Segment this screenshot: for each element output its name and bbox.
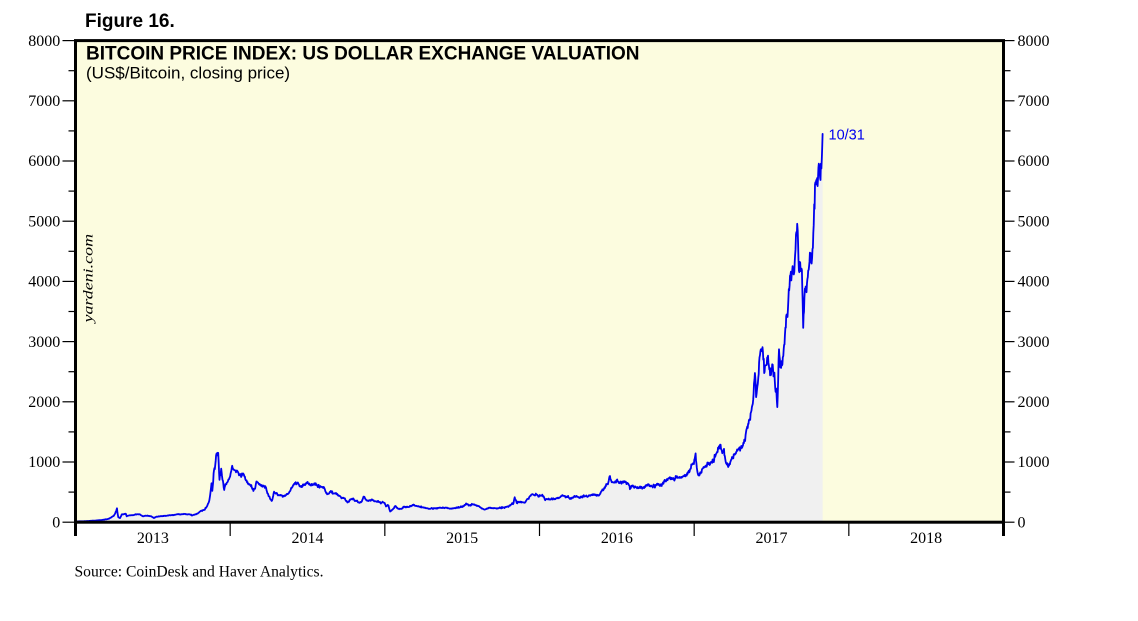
svg-text:Figure 16.: Figure 16. [85, 11, 175, 32]
svg-text:7000: 7000 [28, 93, 60, 110]
svg-text:2016: 2016 [601, 530, 633, 547]
svg-text:(US$/Bitcoin, closing price): (US$/Bitcoin, closing price) [86, 64, 290, 83]
svg-text:5000: 5000 [1018, 213, 1050, 230]
svg-text:2000: 2000 [28, 394, 60, 411]
svg-text:2018: 2018 [910, 530, 942, 547]
svg-text:6000: 6000 [1018, 153, 1050, 170]
svg-text:4000: 4000 [28, 274, 60, 291]
svg-text:3000: 3000 [1018, 334, 1050, 351]
svg-text:0: 0 [52, 514, 60, 531]
svg-text:1000: 1000 [1018, 454, 1050, 471]
svg-text:Source: CoinDesk and Haver Ana: Source: CoinDesk and Haver Analytics. [75, 564, 324, 581]
svg-text:yardeni.com: yardeni.com [81, 234, 95, 325]
svg-text:10/31: 10/31 [829, 128, 865, 144]
svg-text:6000: 6000 [28, 153, 60, 170]
svg-text:2014: 2014 [292, 530, 324, 547]
svg-text:2000: 2000 [1018, 394, 1050, 411]
svg-text:8000: 8000 [28, 33, 60, 50]
svg-text:4000: 4000 [1018, 274, 1050, 291]
svg-text:3000: 3000 [28, 334, 60, 351]
svg-text:2017: 2017 [756, 530, 788, 547]
svg-text:5000: 5000 [28, 213, 60, 230]
svg-text:2015: 2015 [446, 530, 478, 547]
svg-text:7000: 7000 [1018, 93, 1050, 110]
svg-text:0: 0 [1018, 514, 1026, 531]
svg-text:8000: 8000 [1018, 33, 1050, 50]
svg-text:2013: 2013 [137, 530, 169, 547]
svg-text:BITCOIN PRICE INDEX: US DOLLAR: BITCOIN PRICE INDEX: US DOLLAR EXCHANGE … [86, 44, 639, 65]
svg-text:1000: 1000 [28, 454, 60, 471]
